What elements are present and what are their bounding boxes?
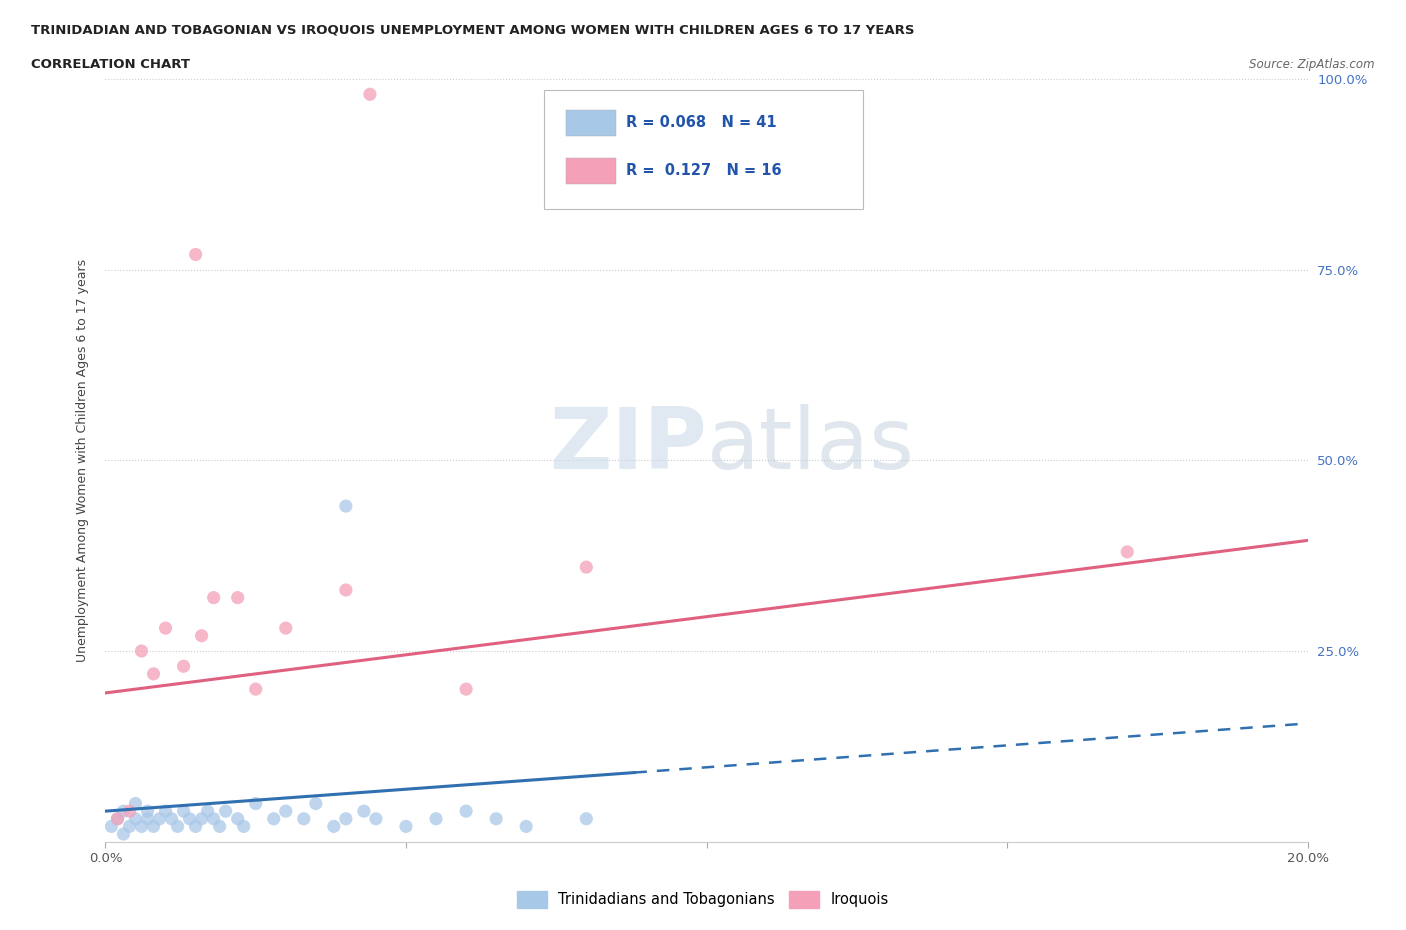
Point — [335, 498, 357, 513]
Point — [131, 644, 153, 658]
Text: TRINIDADIAN AND TOBAGONIAN VS IROQUOIS UNEMPLOYMENT AMONG WOMEN WITH CHILDREN AG: TRINIDADIAN AND TOBAGONIAN VS IROQUOIS U… — [31, 23, 914, 36]
Point — [485, 811, 508, 826]
Point — [173, 804, 195, 818]
Point — [190, 629, 212, 644]
Point — [335, 582, 357, 597]
Point — [1116, 544, 1139, 559]
Point — [364, 811, 387, 826]
FancyBboxPatch shape — [565, 157, 616, 183]
Legend: Trinidadians and Tobagonians, Iroquois: Trinidadians and Tobagonians, Iroquois — [512, 885, 894, 913]
Text: R =  0.127   N = 16: R = 0.127 N = 16 — [626, 163, 782, 178]
Point — [274, 804, 297, 818]
Point — [208, 819, 231, 834]
Point — [160, 811, 183, 826]
Point — [322, 819, 344, 834]
Point — [142, 667, 165, 682]
Point — [124, 796, 146, 811]
Point — [226, 591, 249, 605]
Point — [575, 560, 598, 575]
FancyBboxPatch shape — [544, 90, 863, 208]
Point — [575, 811, 598, 826]
Point — [112, 804, 135, 818]
Point — [184, 819, 207, 834]
Point — [197, 804, 219, 818]
Text: ZIP: ZIP — [548, 404, 707, 486]
Point — [292, 811, 315, 826]
Point — [166, 819, 188, 834]
Text: R = 0.068   N = 41: R = 0.068 N = 41 — [626, 115, 776, 130]
Point — [245, 682, 267, 697]
Text: atlas: atlas — [707, 404, 914, 486]
Point — [454, 682, 477, 697]
Point — [263, 811, 285, 826]
Point — [118, 804, 141, 818]
Point — [107, 811, 129, 826]
Point — [179, 811, 201, 826]
Point — [202, 811, 225, 826]
Point — [454, 804, 477, 818]
Point — [245, 796, 267, 811]
Point — [142, 819, 165, 834]
Point — [131, 819, 153, 834]
Point — [226, 811, 249, 826]
Point — [155, 620, 177, 635]
Point — [232, 819, 254, 834]
Point — [335, 811, 357, 826]
Point — [136, 811, 159, 826]
Point — [305, 796, 328, 811]
Point — [136, 804, 159, 818]
Point — [395, 819, 418, 834]
Point — [214, 804, 236, 818]
Point — [112, 827, 135, 842]
Point — [155, 804, 177, 818]
Point — [173, 658, 195, 673]
Y-axis label: Unemployment Among Women with Children Ages 6 to 17 years: Unemployment Among Women with Children A… — [76, 259, 89, 662]
Point — [184, 247, 207, 262]
Text: Source: ZipAtlas.com: Source: ZipAtlas.com — [1250, 58, 1375, 71]
Point — [118, 819, 141, 834]
Point — [515, 819, 537, 834]
Point — [100, 819, 122, 834]
Point — [202, 591, 225, 605]
Point — [274, 620, 297, 635]
Point — [353, 804, 375, 818]
Point — [148, 811, 170, 826]
Point — [107, 811, 129, 826]
Point — [190, 811, 212, 826]
Point — [425, 811, 447, 826]
Point — [124, 811, 146, 826]
FancyBboxPatch shape — [565, 111, 616, 137]
Text: CORRELATION CHART: CORRELATION CHART — [31, 58, 190, 71]
Point — [359, 86, 381, 101]
